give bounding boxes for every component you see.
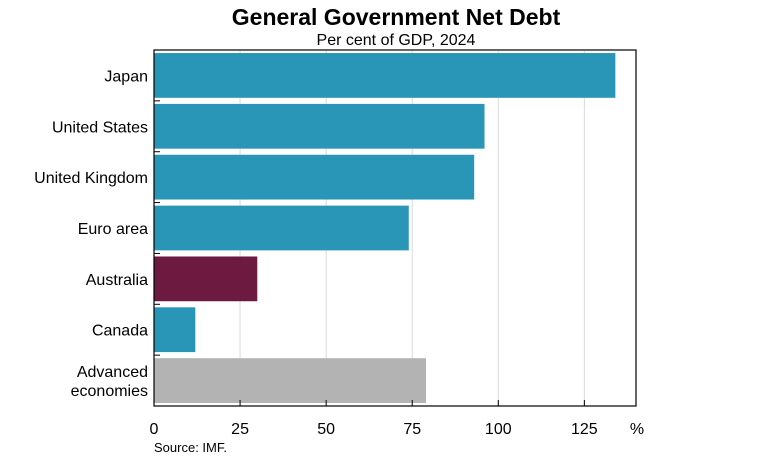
bar [154,307,196,353]
x-axis-unit: % [630,421,644,438]
chart-subtitle: Per cent of GDP, 2024 [317,32,476,49]
source-note: Source: IMF. [154,440,227,455]
x-tick-label: 125 [571,421,598,438]
category-label: Australia [86,272,148,289]
x-tick-label: 100 [485,421,512,438]
x-tick-label: 75 [403,421,421,438]
category-label: economies [71,383,148,400]
x-axis-ticks: 0 25 50 75 100 125 [150,49,598,438]
category-label: United States [52,119,148,136]
x-tick-label: 50 [317,421,335,438]
category-label: Canada [92,323,148,340]
bars [154,53,616,403]
plot-frame [153,49,637,407]
x-tick-label: 0 [150,421,159,438]
category-label: United Kingdom [34,170,148,187]
bar [154,154,475,200]
category-label: Japan [104,68,148,85]
category-label: Advanced [77,364,148,381]
bar [154,53,616,98]
category-label: Euro area [78,221,148,238]
bar [154,205,409,251]
bar [154,103,485,149]
x-tick-label: 25 [231,421,249,438]
category-labels: Japan United States United Kingdom Euro are… [34,68,148,400]
chart-title: General Government Net Debt [232,4,561,30]
bar [154,358,426,403]
bar [154,256,258,302]
